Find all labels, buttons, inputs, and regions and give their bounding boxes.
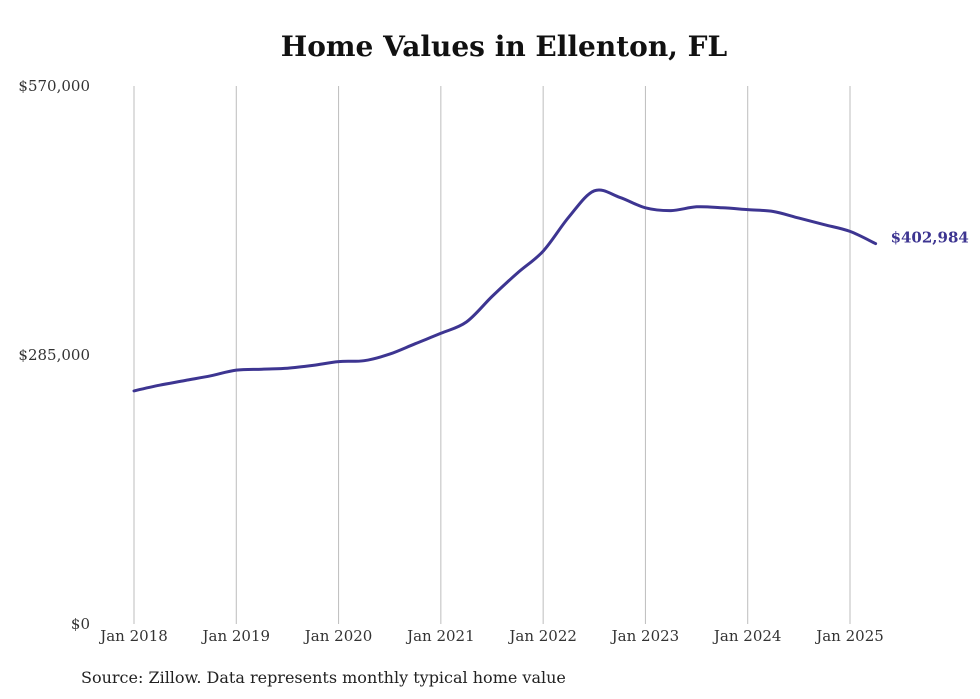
x-tick-label: Jan 2018 (98, 627, 168, 645)
x-tick-label: Jan 2023 (610, 627, 680, 645)
y-tick-label: $570,000 (18, 77, 90, 95)
annotations: $402,984 (891, 229, 969, 247)
end-value-label: $402,984 (891, 229, 969, 247)
x-tick-label: Jan 2019 (201, 627, 271, 645)
x-tick-label: Jan 2025 (814, 627, 884, 645)
x-tick-label: Jan 2024 (712, 627, 782, 645)
series-line (132, 188, 878, 393)
y-tick-label: $285,000 (18, 346, 90, 364)
x-tick-label: Jan 2022 (507, 627, 577, 645)
chart-title: Home Values in Ellenton, FL (280, 30, 728, 63)
axis-tick-labels: Jan 2018 Jan 2019 Jan 2020 Jan 2021 Jan 2022… (18, 77, 883, 645)
x-tick-label: Jan 2021 (405, 627, 475, 645)
y-tick-label: $0 (71, 615, 90, 633)
gridlines (133, 86, 851, 624)
series-layer (132, 188, 878, 393)
x-tick-label: Jan 2020 (303, 627, 373, 645)
source-note: Source: Zillow. Data represents monthly … (81, 668, 566, 687)
